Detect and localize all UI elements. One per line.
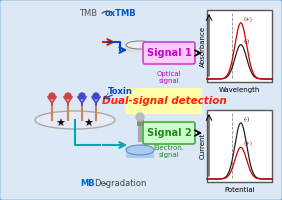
FancyBboxPatch shape bbox=[143, 42, 195, 64]
Text: oxTMB: oxTMB bbox=[104, 8, 136, 18]
Bar bbox=[207, 110, 272, 182]
Text: Potential: Potential bbox=[224, 187, 255, 193]
Ellipse shape bbox=[35, 111, 115, 129]
Bar bbox=[207, 10, 272, 82]
Ellipse shape bbox=[126, 41, 154, 49]
Text: Electron.
signal: Electron. signal bbox=[153, 145, 184, 158]
Bar bbox=[126, 44, 154, 52]
FancyBboxPatch shape bbox=[126, 88, 202, 114]
Circle shape bbox=[49, 93, 55, 99]
Text: MB: MB bbox=[81, 178, 95, 188]
Circle shape bbox=[136, 113, 144, 121]
Text: Toxin: Toxin bbox=[107, 88, 133, 97]
Text: TMB: TMB bbox=[79, 8, 97, 18]
Circle shape bbox=[79, 93, 85, 99]
FancyArrowPatch shape bbox=[102, 11, 112, 13]
Text: (-): (-) bbox=[244, 39, 250, 44]
Text: (+): (+) bbox=[244, 17, 253, 22]
Text: Signal 2: Signal 2 bbox=[147, 128, 191, 138]
Circle shape bbox=[93, 93, 99, 99]
Text: Degradation: Degradation bbox=[94, 178, 146, 188]
Text: Wavelength: Wavelength bbox=[219, 87, 260, 93]
Text: (+): (+) bbox=[244, 141, 253, 146]
Text: Absorbance: Absorbance bbox=[200, 25, 206, 67]
Ellipse shape bbox=[126, 145, 154, 155]
Text: Optical
signal: Optical signal bbox=[157, 71, 181, 84]
Text: ★: ★ bbox=[55, 119, 65, 129]
Text: Dual-signal detection: Dual-signal detection bbox=[102, 96, 226, 106]
Text: ★: ★ bbox=[83, 119, 93, 129]
Text: Signal 1: Signal 1 bbox=[147, 48, 191, 58]
FancyBboxPatch shape bbox=[143, 122, 195, 144]
Circle shape bbox=[65, 93, 71, 99]
Bar bbox=[126, 148, 154, 158]
Text: (-): (-) bbox=[244, 117, 250, 122]
Text: Current: Current bbox=[200, 133, 206, 159]
